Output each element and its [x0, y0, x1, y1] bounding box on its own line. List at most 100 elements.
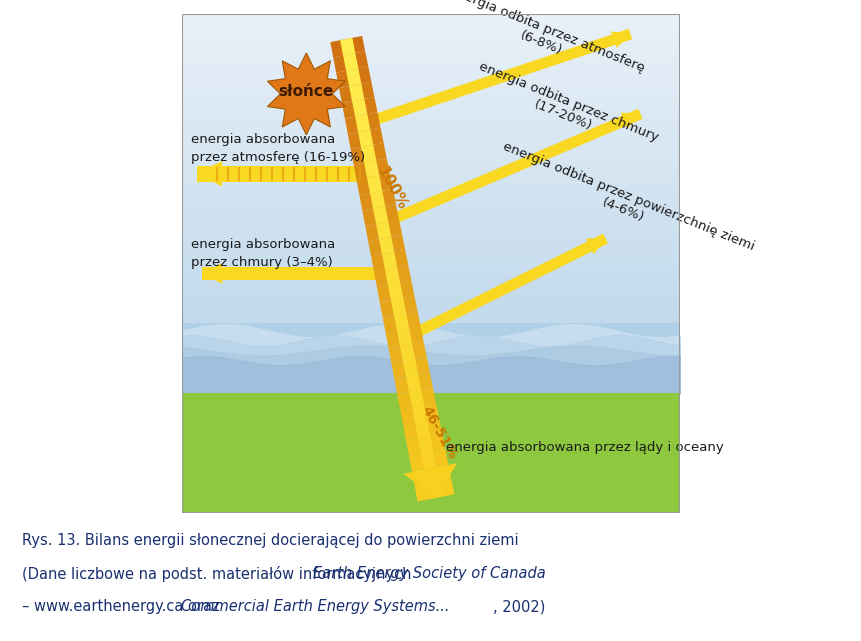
Polygon shape	[412, 463, 451, 486]
Text: energia odbita przez atmosferę
(6-8%): energia odbita przez atmosferę (6-8%)	[441, 0, 645, 89]
Polygon shape	[408, 449, 448, 470]
Bar	[182, 288, 679, 298]
Polygon shape	[374, 265, 411, 287]
Bar	[182, 393, 679, 513]
Bar	[182, 326, 679, 337]
Polygon shape	[355, 114, 370, 132]
Bar	[182, 203, 679, 213]
Bar	[182, 212, 679, 222]
Bar	[182, 22, 679, 33]
Polygon shape	[201, 263, 222, 284]
Bar	[182, 165, 679, 175]
Polygon shape	[367, 176, 381, 193]
Polygon shape	[359, 188, 395, 210]
Text: (Dane liczbowe na podst. materiałów informacyjnych: (Dane liczbowe na podst. materiałów info…	[22, 566, 416, 582]
Polygon shape	[585, 238, 604, 254]
Polygon shape	[385, 267, 400, 285]
Polygon shape	[365, 219, 401, 241]
Bar	[182, 79, 679, 90]
Polygon shape	[196, 161, 222, 187]
Bar	[182, 260, 679, 270]
Bar	[182, 60, 679, 71]
Polygon shape	[408, 390, 424, 407]
Polygon shape	[403, 418, 442, 440]
Polygon shape	[397, 387, 436, 410]
Bar	[182, 240, 679, 251]
Bar	[182, 42, 679, 52]
Bar	[182, 323, 679, 393]
Polygon shape	[370, 250, 408, 272]
Bar	[182, 108, 679, 119]
Bar	[182, 32, 679, 42]
Polygon shape	[402, 233, 607, 343]
Polygon shape	[353, 158, 389, 180]
Polygon shape	[356, 174, 393, 196]
Bar	[182, 222, 679, 232]
Polygon shape	[393, 313, 409, 331]
Polygon shape	[351, 99, 367, 117]
Polygon shape	[343, 53, 358, 71]
Bar	[182, 307, 679, 317]
Bar	[182, 174, 679, 185]
Text: energia odbita przez powierzchnię ziemi
(4-6%): energia odbita przez powierzchnię ziemi …	[495, 140, 756, 267]
Bar	[182, 231, 679, 242]
Text: 100%: 100%	[373, 165, 409, 213]
Polygon shape	[406, 433, 444, 456]
Polygon shape	[387, 283, 403, 300]
Text: Commercial Earth Energy Systems...: Commercial Earth Energy Systems...	[181, 599, 449, 614]
Polygon shape	[610, 31, 629, 48]
Polygon shape	[426, 481, 442, 499]
Bar	[182, 297, 679, 308]
Text: Earth Energy Society of Canada: Earth Energy Society of Canada	[313, 566, 545, 581]
Bar	[182, 127, 679, 137]
Bar	[182, 363, 679, 374]
Polygon shape	[376, 280, 414, 303]
Polygon shape	[420, 451, 436, 469]
Polygon shape	[393, 372, 432, 394]
Polygon shape	[368, 235, 405, 256]
Bar	[182, 146, 679, 156]
Polygon shape	[201, 267, 392, 280]
Polygon shape	[333, 51, 368, 73]
Polygon shape	[362, 204, 399, 226]
Polygon shape	[380, 109, 641, 229]
Polygon shape	[340, 38, 355, 56]
Polygon shape	[403, 463, 456, 498]
Polygon shape	[342, 97, 377, 119]
Bar	[182, 373, 679, 383]
Polygon shape	[412, 405, 427, 422]
Polygon shape	[196, 166, 372, 181]
Polygon shape	[424, 466, 438, 484]
Polygon shape	[361, 29, 631, 129]
Text: energia absorbowana
przez atmosferę (16-19%): energia absorbowana przez atmosferę (16-…	[190, 133, 364, 164]
Bar	[182, 193, 679, 204]
Polygon shape	[414, 479, 454, 501]
Polygon shape	[400, 344, 415, 362]
Polygon shape	[382, 311, 420, 333]
Polygon shape	[349, 84, 364, 101]
Polygon shape	[363, 160, 379, 178]
Text: – www.earthenergy.ca oraz: – www.earthenergy.ca oraz	[22, 599, 224, 614]
Text: energia odbita przez chmury
(17-20%): energia odbita przez chmury (17-20%)	[470, 60, 660, 158]
Text: energia absorbowana przez lądy i oceany: energia absorbowana przez lądy i oceany	[445, 442, 723, 454]
Bar	[182, 184, 679, 194]
Bar	[182, 278, 679, 289]
Polygon shape	[361, 145, 376, 163]
Bar	[182, 89, 679, 99]
Bar	[182, 316, 679, 327]
Bar	[182, 335, 679, 345]
Polygon shape	[388, 342, 426, 363]
Bar	[182, 383, 679, 393]
Bar	[182, 137, 679, 147]
Text: słońce: słońce	[278, 84, 333, 99]
Bar	[182, 155, 679, 166]
Polygon shape	[345, 69, 361, 86]
Polygon shape	[369, 191, 385, 208]
Polygon shape	[385, 326, 423, 348]
Bar	[182, 51, 679, 62]
Polygon shape	[375, 221, 391, 239]
Polygon shape	[347, 128, 383, 149]
Bar	[182, 354, 679, 365]
Text: energia absorbowana
przez chmury (3–4%): energia absorbowana przez chmury (3–4%)	[190, 238, 334, 269]
Polygon shape	[418, 435, 432, 453]
